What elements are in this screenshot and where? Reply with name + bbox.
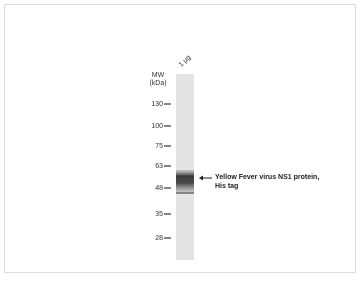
mw-unit: (kDa) [149, 80, 166, 87]
marker-label: 75 [155, 143, 163, 150]
mw-label: MW [152, 72, 165, 79]
band-lower [176, 192, 194, 194]
marker-label: 35 [155, 211, 163, 218]
marker-label: 100 [151, 123, 163, 130]
lane [176, 74, 194, 260]
marker-label: 48 [155, 185, 163, 192]
blot-figure: 1 µg MW (kDa) Yellow Fever virus NS1 pro… [0, 0, 360, 277]
annotation: Yellow Fever virus NS1 protein, [215, 174, 319, 181]
marker-label: 130 [151, 101, 163, 108]
marker-label: 28 [155, 235, 163, 242]
band [176, 170, 194, 194]
annotation: His tag [215, 183, 238, 190]
page: 1 µg MW (kDa) Yellow Fever virus NS1 pro… [0, 0, 360, 277]
marker-label: 63 [155, 163, 163, 170]
